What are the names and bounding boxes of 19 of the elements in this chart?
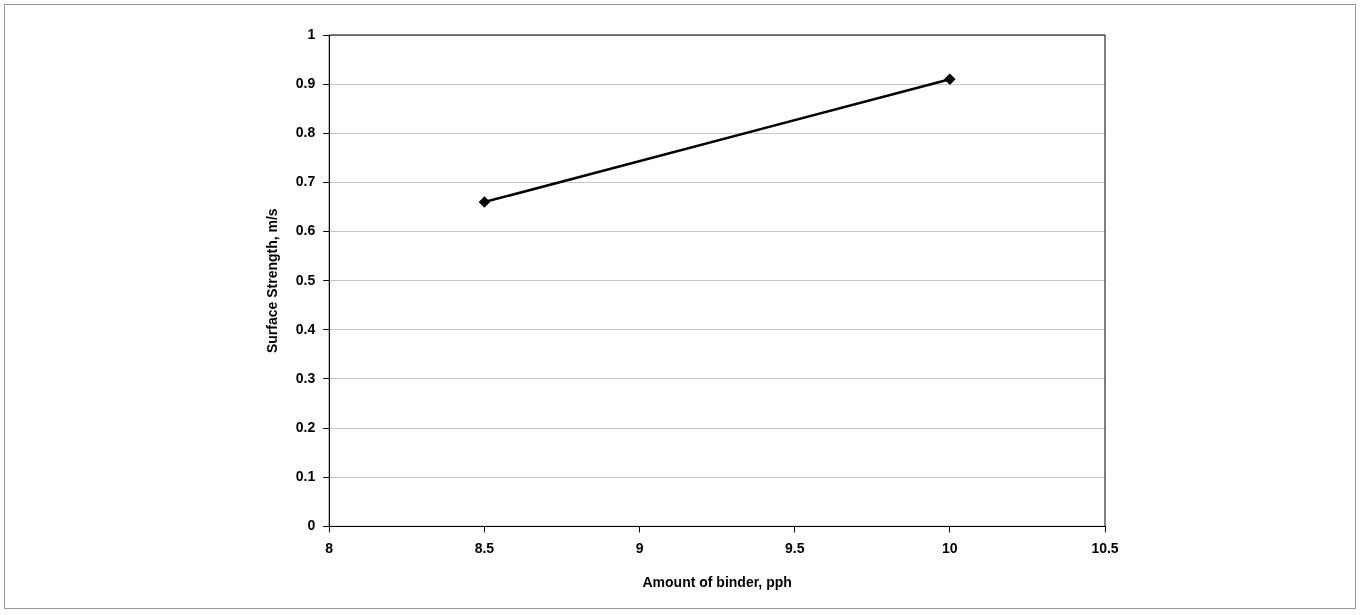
y-tick-label: 0 <box>307 517 316 534</box>
y-tick-label: 0.5 <box>295 271 316 288</box>
y-tick-label: 0.6 <box>295 222 316 239</box>
y-tick-label: 0.7 <box>295 173 316 190</box>
y-axis-title: Surface Strength, m/s <box>264 208 281 354</box>
x-tick-label: 9 <box>635 539 644 556</box>
y-tick-label: 0.4 <box>295 320 316 337</box>
x-axis-title: Amount of binder, pph <box>642 574 792 591</box>
x-tick-label: 8.5 <box>474 539 495 556</box>
y-tick-label: 0.8 <box>295 124 316 141</box>
y-tick-label: 0.1 <box>295 468 316 485</box>
y-tick-label: 1 <box>307 25 316 42</box>
y-tick-label: 0.3 <box>295 369 316 386</box>
y-tick-label: 0.9 <box>295 75 316 91</box>
x-tick-label: 9.5 <box>784 539 805 556</box>
x-tick-label: 10 <box>942 539 958 556</box>
x-tick-label: 10.5 <box>1091 539 1119 556</box>
y-tick-label: 0.2 <box>295 418 316 435</box>
x-tick-label: 8 <box>325 539 334 556</box>
